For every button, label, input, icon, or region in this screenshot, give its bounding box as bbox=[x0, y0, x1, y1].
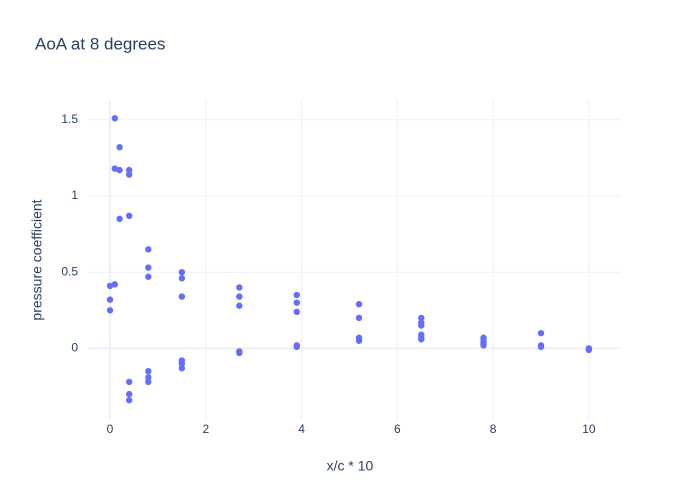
point bbox=[116, 144, 123, 151]
y-tick-label: 1.5 bbox=[61, 112, 78, 126]
point bbox=[236, 349, 243, 357]
point bbox=[236, 302, 243, 309]
point bbox=[106, 307, 114, 314]
point bbox=[125, 378, 133, 386]
point bbox=[418, 322, 425, 329]
x-axis-label: x/c * 10 bbox=[327, 458, 374, 474]
point bbox=[116, 166, 123, 174]
point bbox=[480, 342, 487, 349]
point bbox=[106, 296, 114, 303]
x-tick-label: 6 bbox=[394, 422, 401, 436]
x-tick-label: 8 bbox=[490, 422, 497, 436]
point bbox=[355, 300, 363, 308]
y-tick-label: 1 bbox=[71, 188, 78, 202]
point bbox=[293, 308, 300, 316]
point bbox=[125, 166, 133, 174]
point bbox=[178, 268, 186, 276]
point bbox=[178, 275, 186, 282]
point bbox=[585, 346, 593, 354]
point bbox=[145, 374, 152, 381]
x-tick-label: 10 bbox=[582, 422, 596, 436]
point bbox=[418, 314, 425, 322]
point bbox=[111, 115, 119, 122]
x-tick-label: 2 bbox=[202, 422, 209, 436]
point bbox=[145, 264, 152, 271]
point bbox=[116, 215, 123, 223]
point bbox=[111, 281, 119, 288]
point bbox=[178, 364, 186, 372]
point bbox=[178, 293, 186, 300]
point bbox=[236, 284, 243, 291]
point bbox=[293, 291, 300, 299]
point bbox=[178, 360, 186, 367]
x-tick-label: 4 bbox=[298, 422, 305, 436]
chart-title: AoA at 8 degrees bbox=[35, 34, 165, 53]
point bbox=[145, 378, 152, 386]
point bbox=[418, 336, 425, 343]
point bbox=[355, 337, 363, 344]
point bbox=[355, 314, 363, 322]
point bbox=[145, 246, 152, 253]
point bbox=[293, 299, 300, 306]
point bbox=[145, 273, 152, 280]
x-tick-label: 0 bbox=[107, 422, 114, 436]
y-axis-label: pressure coefficient bbox=[29, 199, 45, 320]
point bbox=[125, 390, 133, 398]
point bbox=[293, 343, 300, 351]
y-tick-label: 0 bbox=[71, 341, 78, 355]
y-tick-label: 0.5 bbox=[61, 264, 78, 278]
point bbox=[537, 343, 545, 351]
point bbox=[236, 293, 243, 300]
point bbox=[537, 329, 545, 337]
point bbox=[125, 212, 133, 220]
point bbox=[145, 368, 152, 375]
point bbox=[125, 171, 133, 178]
point bbox=[125, 396, 133, 404]
